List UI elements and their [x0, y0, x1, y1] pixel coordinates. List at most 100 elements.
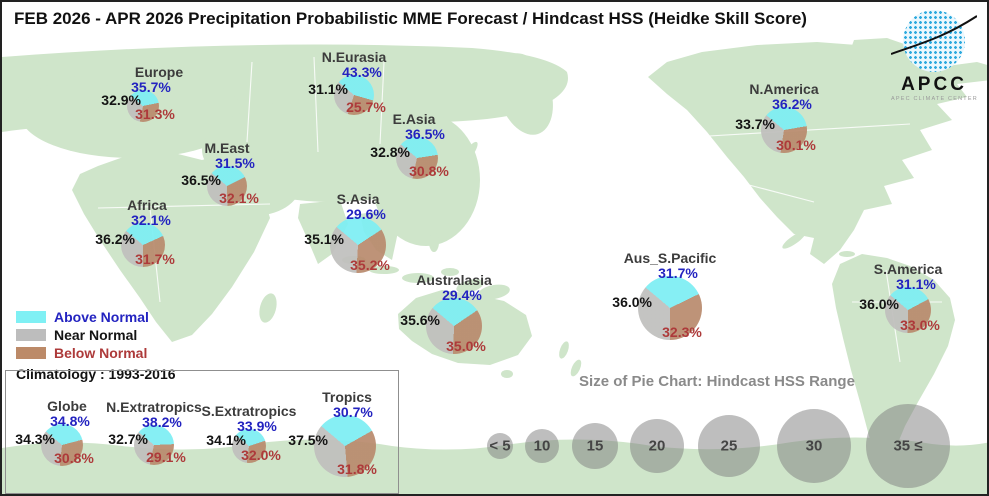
- pie-s-america: [885, 287, 931, 333]
- legend-swatch: [16, 329, 46, 341]
- region-name-n-extratropics: N.Extratropics: [106, 399, 202, 415]
- near-normal-value: 32.7%: [108, 431, 148, 447]
- size-circle-label: < 5: [489, 437, 511, 455]
- below-normal-value: 30.8%: [54, 450, 94, 466]
- region-name-africa: Africa: [127, 197, 167, 213]
- below-normal-value: 31.3%: [135, 106, 175, 122]
- size-circle: [630, 419, 684, 473]
- pie-globe: [41, 424, 83, 466]
- region-name-n-america: N.America: [749, 81, 819, 97]
- below-normal-value: 35.2%: [350, 257, 390, 273]
- below-normal-value: 30.1%: [776, 137, 816, 153]
- size-circle: [572, 423, 618, 469]
- above-normal-value: 31.1%: [896, 276, 936, 292]
- above-normal-value: 43.3%: [342, 64, 382, 80]
- near-normal-value: 36.5%: [181, 172, 221, 188]
- logo-subtitle: APEC CLIMATE CENTER: [891, 96, 978, 102]
- below-normal-value: 32.3%: [662, 324, 702, 340]
- above-normal-value: 36.2%: [772, 96, 812, 112]
- above-normal-value: 36.5%: [405, 126, 445, 142]
- below-normal-value: 35.0%: [446, 338, 486, 354]
- below-normal-value: 25.7%: [346, 99, 386, 115]
- page-title: FEB 2026 - APR 2026 Precipitation Probab…: [14, 9, 807, 28]
- size-circle-label: 15: [586, 437, 604, 455]
- legend-label: Near Normal: [54, 327, 138, 343]
- near-normal-value: 32.9%: [101, 92, 141, 108]
- size-circle: [698, 415, 760, 477]
- above-normal-value: 38.2%: [142, 414, 182, 430]
- near-normal-value: 37.5%: [288, 432, 328, 448]
- size-circle-label: 30: [805, 437, 823, 455]
- below-normal-value: 32.1%: [219, 190, 259, 206]
- apcc-logo: APCC APEC CLIMATE CENTER: [891, 8, 977, 110]
- below-normal-value: 30.8%: [409, 163, 449, 179]
- region-name-e-asia: E.Asia: [392, 111, 436, 127]
- region-name-s-asia: S.Asia: [336, 191, 380, 207]
- summary-inset-box: [5, 370, 399, 494]
- near-normal-value: 35.1%: [304, 231, 344, 247]
- size-circle: [777, 409, 851, 483]
- size-circle-label: 35 ≤: [893, 437, 923, 455]
- above-normal-value: 31.7%: [658, 265, 698, 281]
- pie-m-east: [207, 166, 247, 206]
- legend-swatch: [16, 347, 46, 359]
- pie-s-asia: [330, 217, 386, 273]
- near-normal-value: 33.7%: [735, 116, 775, 132]
- pie-africa: [121, 223, 165, 267]
- near-normal-value: 36.2%: [95, 231, 135, 247]
- above-normal-value: 32.1%: [131, 212, 171, 228]
- below-normal-value: 32.0%: [241, 447, 281, 463]
- pie-n-america: [761, 107, 807, 153]
- region-name-tropics: Tropics: [322, 389, 372, 405]
- above-normal-value: 30.7%: [333, 404, 373, 420]
- above-normal-value: 29.4%: [442, 287, 482, 303]
- region-name-n-eurasia: N.Eurasia: [321, 49, 387, 65]
- region-name-aus-s-pacific: Aus_S.Pacific: [623, 250, 717, 266]
- logo-acronym: APCC: [901, 74, 967, 95]
- pie-aus-s-pacific: [638, 276, 702, 340]
- region-name-globe: Globe: [47, 398, 87, 414]
- above-normal-value: 31.5%: [215, 155, 255, 171]
- size-circle-label: 25: [720, 437, 738, 455]
- region-name-australasia: Australasia: [416, 272, 492, 288]
- above-normal-value: 34.8%: [50, 413, 90, 429]
- near-normal-value: 36.0%: [859, 296, 899, 312]
- size-circle: [487, 433, 513, 459]
- near-normal-value: 35.6%: [400, 312, 440, 328]
- size-circle-label: 10: [533, 437, 551, 455]
- near-normal-value: 34.1%: [206, 432, 246, 448]
- pie-n-extratropics: [134, 425, 174, 465]
- region-name-s-extratropics: S.Extratropics: [201, 403, 297, 419]
- pie-europe: [127, 90, 159, 122]
- pie-e-asia: [396, 137, 438, 179]
- region-name-s-america: S.America: [873, 261, 943, 277]
- below-normal-value: 31.7%: [135, 251, 175, 267]
- below-normal-value: 31.8%: [337, 461, 377, 477]
- size-circle: [525, 429, 559, 463]
- size-circle-label: 20: [648, 437, 666, 455]
- legend-label: Below Normal: [54, 345, 148, 361]
- region-name-europe: Europe: [134, 64, 184, 80]
- near-normal-value: 36.0%: [612, 294, 652, 310]
- logo-swoosh-icon: [891, 15, 977, 55]
- near-normal-value: 34.3%: [15, 431, 55, 447]
- pie-s-extratropics: [232, 429, 266, 463]
- above-normal-value: 33.9%: [237, 418, 277, 434]
- below-normal-value: 29.1%: [146, 449, 186, 465]
- near-normal-value: 31.1%: [308, 81, 348, 97]
- pie-n-eurasia: [334, 75, 374, 115]
- legend-swatch: [16, 311, 46, 323]
- size-circle: [866, 404, 950, 488]
- pie-australasia: [426, 298, 482, 354]
- legend-label: Above Normal: [54, 309, 149, 325]
- below-normal-value: 33.0%: [900, 317, 940, 333]
- pie-tropics: [314, 415, 376, 477]
- above-normal-value: 35.7%: [131, 79, 171, 95]
- region-name-m-east: M.East: [204, 140, 250, 156]
- title-bar: FEB 2026 - APR 2026 Precipitation Probab…: [2, 2, 987, 36]
- above-normal-value: 29.6%: [346, 206, 386, 222]
- near-normal-value: 32.8%: [370, 144, 410, 160]
- apcc-globe-icon: [903, 10, 965, 72]
- size-legend-title: Size of Pie Chart: Hindcast HSS Range: [579, 373, 855, 390]
